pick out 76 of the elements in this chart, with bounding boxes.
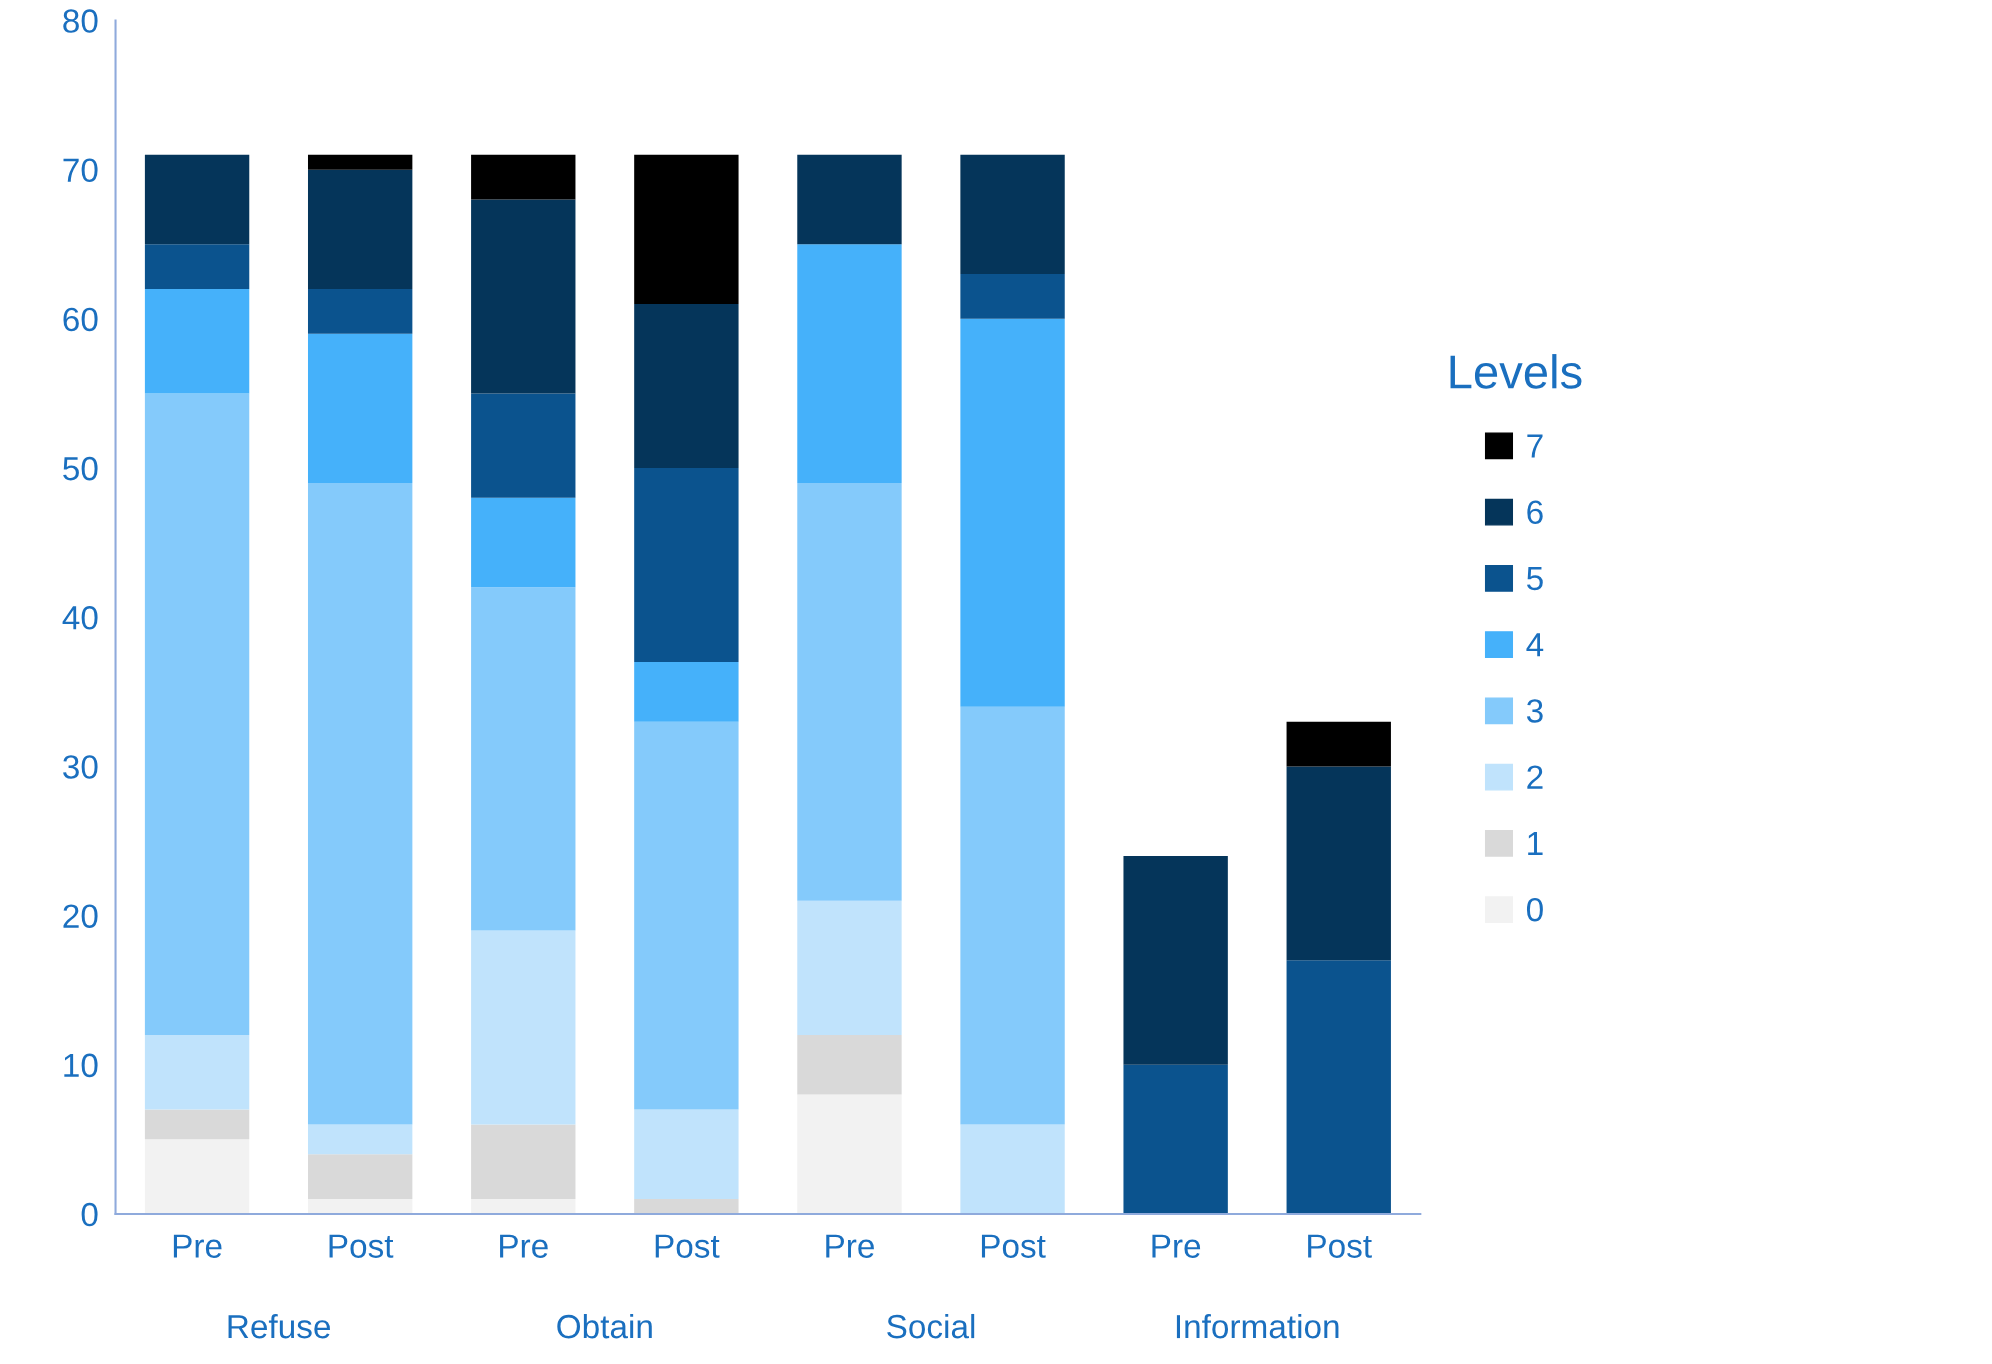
bar — [797, 482, 902, 901]
bar — [144, 393, 250, 1035]
bar — [634, 154, 739, 304]
legend-label: 3 — [1526, 699, 1543, 723]
bar — [634, 303, 739, 469]
y-tick-label: 40 — [62, 606, 98, 630]
y-tick-label: 20 — [63, 904, 98, 928]
bar — [471, 199, 576, 394]
bar — [471, 587, 576, 931]
legend-label: 0 — [1526, 897, 1543, 922]
legend-label: 6 — [1527, 500, 1543, 524]
bar — [307, 1124, 413, 1155]
text: Refuse — [228, 1314, 330, 1339]
bar — [307, 169, 413, 289]
bar — [471, 930, 576, 1125]
bar — [960, 318, 1065, 707]
bar — [144, 1139, 250, 1214]
legend-label: 4 — [1526, 633, 1544, 657]
bar — [634, 1199, 739, 1214]
bar — [144, 289, 250, 394]
bar — [471, 393, 576, 498]
legend-label: 2 — [1527, 765, 1543, 789]
bar — [471, 1124, 576, 1200]
legend-label: 7 — [1527, 434, 1543, 458]
bar — [960, 1124, 1065, 1214]
bar — [307, 333, 413, 483]
bar — [471, 497, 576, 588]
bar — [471, 154, 576, 200]
bar — [634, 1109, 739, 1200]
bar — [144, 244, 250, 289]
bar — [307, 1154, 413, 1200]
y-tick-label: 80 — [63, 9, 98, 33]
bar — [634, 468, 739, 662]
x-tick-label: Post — [1308, 1234, 1372, 1258]
legend-title: Levels — [1450, 354, 1582, 389]
y-tick-label: 0 — [81, 1202, 98, 1227]
bar — [1286, 960, 1391, 1214]
x-tick-label: Post — [981, 1234, 1046, 1258]
bar — [144, 1109, 250, 1140]
x-tick-label: Post — [329, 1234, 394, 1258]
bar — [307, 482, 413, 1125]
text: Obtain — [557, 1313, 652, 1339]
x-tick-label: Pre — [173, 1234, 222, 1258]
y-tick-label: 60 — [63, 307, 98, 332]
bar — [471, 1199, 576, 1214]
legend-label: 1 — [1528, 831, 1543, 855]
bar — [797, 1034, 902, 1095]
bar — [960, 706, 1065, 1125]
bar — [307, 154, 413, 170]
bar — [634, 721, 739, 1110]
bar — [960, 154, 1065, 275]
bar — [797, 1094, 902, 1214]
y-tick-label: 30 — [63, 755, 98, 779]
text: Social — [887, 1313, 975, 1339]
x-tick-label: Pre — [1152, 1234, 1201, 1258]
bar — [797, 900, 902, 1035]
bar — [634, 661, 739, 722]
legend-label: 5 — [1526, 566, 1543, 591]
bar — [797, 154, 902, 245]
bar — [1123, 855, 1228, 1065]
y-tick-label: 50 — [63, 456, 98, 481]
bar — [307, 289, 413, 334]
bar — [1286, 766, 1391, 961]
bar — [797, 244, 902, 483]
bar — [1123, 1064, 1228, 1214]
x-tick-label: Pre — [826, 1234, 874, 1258]
x-tick-label: Pre — [500, 1234, 548, 1258]
text: Information — [1176, 1313, 1339, 1339]
bar — [307, 1199, 413, 1214]
y-tick-label: 70 — [63, 158, 98, 183]
x-tick-label: Post — [655, 1234, 720, 1258]
y-tick-label: 10 — [64, 1053, 98, 1078]
bar — [1286, 721, 1391, 767]
bar — [144, 1034, 250, 1110]
bar — [144, 154, 250, 245]
bar — [960, 274, 1065, 319]
